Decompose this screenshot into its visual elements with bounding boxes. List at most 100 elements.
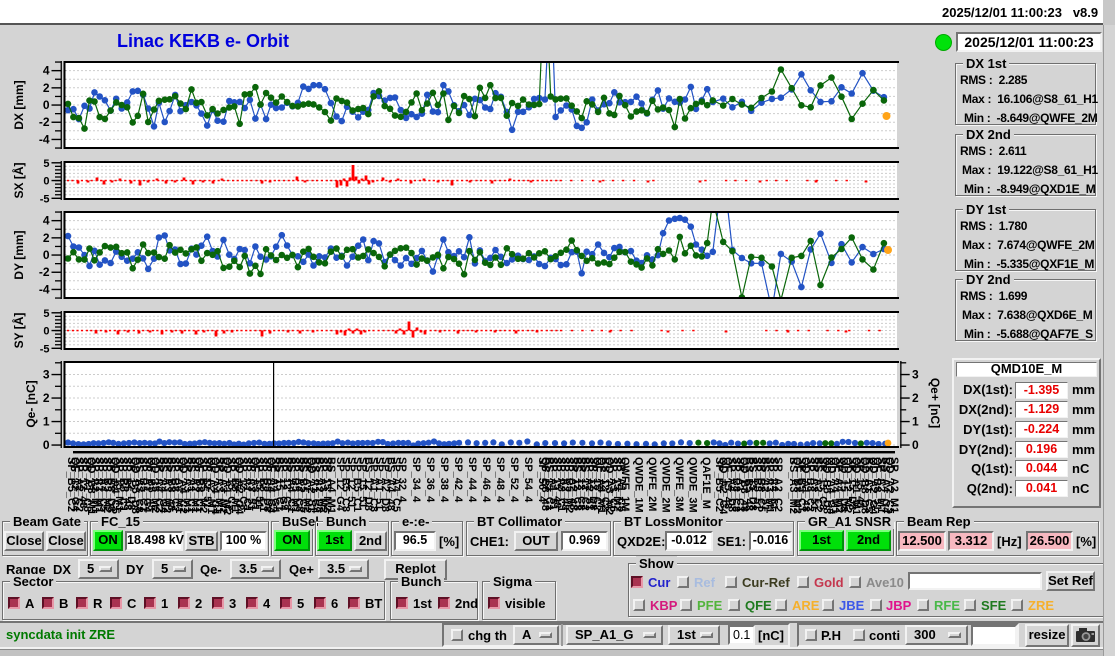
svg-text:QD_15_M2: QD_15_M2 bbox=[149, 457, 161, 513]
svg-text:SP_A1_C8: SP_A1_C8 bbox=[81, 457, 93, 512]
svg-text:QF_B8_48: QF_B8_48 bbox=[539, 457, 551, 511]
svg-text:SP_A4_C5: SP_A4_C5 bbox=[390, 457, 402, 512]
svg-text:1: 1 bbox=[43, 415, 50, 429]
svg-text:SP_B8_C5: SP_B8_C5 bbox=[755, 457, 767, 512]
svg-text:BS_15_C1: BS_15_C1 bbox=[543, 457, 555, 511]
svg-text:QD_A1_M2: QD_A1_M2 bbox=[221, 457, 233, 515]
svg-text:SP_B5_C2: SP_B5_C2 bbox=[713, 457, 725, 512]
svg-text:SP_15_C5: SP_15_C5 bbox=[225, 457, 237, 510]
svg-text:BS_A2_C2: BS_A2_C2 bbox=[812, 457, 824, 513]
svg-text:SP_B5_D8: SP_B5_D8 bbox=[261, 457, 273, 512]
svg-text:SP_A3_51: SP_A3_51 bbox=[808, 457, 820, 510]
svg-text:SP_A1_51: SP_A1_51 bbox=[373, 457, 385, 510]
svg-text:2: 2 bbox=[912, 391, 919, 405]
svg-text:QD_B5_D8: QD_B5_D8 bbox=[129, 457, 141, 514]
svg-text:SP_A4_51: SP_A4_51 bbox=[768, 457, 780, 510]
svg-text:SP_B5_C8: SP_B5_C8 bbox=[340, 457, 352, 512]
svg-text:SP_A3_C5: SP_A3_C5 bbox=[607, 457, 619, 512]
svg-text:-5: -5 bbox=[40, 193, 50, 205]
svg-text:BS_A1_C1: BS_A1_C1 bbox=[185, 457, 197, 513]
svg-text:QF_A2_M1: QF_A2_M1 bbox=[205, 457, 217, 514]
svg-text:SP_12_D8: SP_12_D8 bbox=[125, 457, 137, 510]
svg-text:3: 3 bbox=[912, 368, 919, 382]
svg-text:SP_B5_C1: SP_B5_C1 bbox=[137, 457, 149, 512]
svg-text:5: 5 bbox=[43, 308, 49, 320]
svg-text:QF_B8_51: QF_B8_51 bbox=[871, 457, 883, 511]
svg-text:QF_A3_51: QF_A3_51 bbox=[249, 457, 261, 511]
svg-text:SP_B5_51: SP_B5_51 bbox=[751, 457, 763, 510]
svg-text:SP_12_51: SP_12_51 bbox=[345, 457, 357, 508]
svg-text:BS_A2_51: BS_A2_51 bbox=[759, 457, 771, 511]
svg-text:QD_B8_M1: QD_B8_M1 bbox=[85, 457, 97, 515]
svg-text:QD_15_D8: QD_15_D8 bbox=[837, 457, 849, 512]
svg-text:SP_A2_D8: SP_A2_D8 bbox=[379, 457, 391, 512]
svg-text:SP_A3_C1: SP_A3_C1 bbox=[555, 457, 567, 512]
svg-text:-5: -5 bbox=[40, 343, 50, 355]
svg-text:2: 2 bbox=[43, 81, 50, 95]
svg-text:SP_34_4: SP_34_4 bbox=[410, 457, 422, 503]
svg-text:SP_A2_48: SP_A2_48 bbox=[559, 457, 571, 510]
svg-text:0: 0 bbox=[912, 438, 919, 452]
svg-text:SP_A2_M1: SP_A2_M1 bbox=[89, 457, 101, 513]
svg-text:SP_A1_C1: SP_A1_C1 bbox=[241, 457, 253, 512]
svg-text:SP_A2_M1: SP_A2_M1 bbox=[888, 457, 900, 513]
svg-text:BS_B5_48: BS_B5_48 bbox=[742, 457, 754, 511]
svg-text:SP_B8_C1: SP_B8_C1 bbox=[257, 457, 269, 512]
svg-text:SP_B8_D8: SP_B8_D8 bbox=[105, 457, 117, 512]
svg-text:SP_B5_48: SP_B5_48 bbox=[121, 457, 133, 510]
svg-text:QD_A4_C5: QD_A4_C5 bbox=[109, 457, 121, 514]
svg-text:SP_B5_M2: SP_B5_M2 bbox=[197, 457, 209, 513]
svg-text:1: 1 bbox=[912, 415, 919, 429]
svg-text:QF_B8_C1: QF_B8_C1 bbox=[193, 457, 205, 513]
svg-text:SP_54_4: SP_54_4 bbox=[522, 457, 534, 503]
svg-text:-2: -2 bbox=[39, 265, 50, 279]
svg-text:BS_B8_48: BS_B8_48 bbox=[165, 457, 177, 511]
svg-text:SP_15_M1: SP_15_M1 bbox=[113, 457, 125, 511]
svg-text:SP_12_G4: SP_12_G4 bbox=[334, 457, 346, 512]
svg-text:SP_15_D8: SP_15_D8 bbox=[846, 457, 858, 510]
svg-text:QD_A3_M2: QD_A3_M2 bbox=[603, 457, 615, 515]
svg-text:QF_B5_48: QF_B5_48 bbox=[145, 457, 157, 511]
svg-text:SP_52_4: SP_52_4 bbox=[508, 457, 520, 503]
svg-text:SP_B5_C1: SP_B5_C1 bbox=[117, 457, 129, 512]
svg-text:QD_A4_G4: QD_A4_G4 bbox=[825, 457, 837, 515]
svg-text:SP_B8_C8: SP_B8_C8 bbox=[730, 457, 742, 512]
svg-text:SP_A4_C8: SP_A4_C8 bbox=[293, 457, 305, 512]
svg-text:QD_A2_G4: QD_A2_G4 bbox=[867, 457, 879, 515]
svg-text:QWDE_3M: QWDE_3M bbox=[687, 457, 699, 513]
svg-text:QWFE_1M: QWFE_1M bbox=[619, 457, 631, 511]
svg-text:SP_38_4: SP_38_4 bbox=[438, 457, 450, 503]
svg-text:SP_46_4: SP_46_4 bbox=[480, 457, 492, 503]
svg-text:SP_A1_C8: SP_A1_C8 bbox=[368, 457, 380, 512]
svg-text:SP_15_48: SP_15_48 bbox=[854, 457, 866, 508]
svg-text:BS_A1_C5: BS_A1_C5 bbox=[863, 457, 875, 513]
svg-text:SP_12_C8: SP_12_C8 bbox=[281, 457, 293, 510]
svg-text:BS_12_C2: BS_12_C2 bbox=[599, 457, 611, 511]
svg-text:SP_A4_M1: SP_A4_M1 bbox=[173, 457, 185, 513]
svg-text:SP_15_C8: SP_15_C8 bbox=[816, 457, 828, 510]
svg-text:4: 4 bbox=[43, 214, 50, 228]
svg-text:3: 3 bbox=[43, 368, 50, 382]
svg-text:QF_A4_M1: QF_A4_M1 bbox=[829, 457, 841, 514]
svg-text:QF_A4_M1: QF_A4_M1 bbox=[595, 457, 607, 514]
svg-text:QD_A1_48: QD_A1_48 bbox=[800, 457, 812, 512]
svg-text:SP_A1_M2: SP_A1_M2 bbox=[301, 457, 313, 513]
svg-text:SP_A2_M1: SP_A2_M1 bbox=[875, 457, 887, 513]
svg-text:4: 4 bbox=[43, 64, 50, 78]
svg-text:SP_A3_M1: SP_A3_M1 bbox=[763, 457, 775, 513]
svg-text:BS_A3_C8: BS_A3_C8 bbox=[133, 457, 145, 513]
svg-text:SP_B8_M1: SP_B8_M1 bbox=[229, 457, 241, 513]
svg-text:SP_A3_M1: SP_A3_M1 bbox=[181, 457, 193, 513]
svg-text:SP_A4_M2: SP_A4_M2 bbox=[833, 457, 845, 513]
svg-text:QD_12_M2: QD_12_M2 bbox=[842, 457, 854, 513]
svg-text:SP_B8_C2: SP_B8_C2 bbox=[169, 457, 181, 512]
svg-text:5: 5 bbox=[43, 158, 49, 170]
svg-text:0: 0 bbox=[43, 176, 49, 188]
svg-text:BS_15_C1: BS_15_C1 bbox=[273, 457, 285, 511]
svg-text:Qe+ [nC]: Qe+ [nC] bbox=[928, 378, 942, 428]
svg-text:-4: -4 bbox=[39, 132, 50, 146]
svg-text:SP_12_51: SP_12_51 bbox=[201, 457, 213, 508]
svg-text:SP_A3_M2: SP_A3_M2 bbox=[161, 457, 173, 513]
svg-text:SP_B5_C2: SP_B5_C2 bbox=[65, 457, 77, 512]
svg-text:QD_A2_C5: QD_A2_C5 bbox=[884, 457, 896, 514]
